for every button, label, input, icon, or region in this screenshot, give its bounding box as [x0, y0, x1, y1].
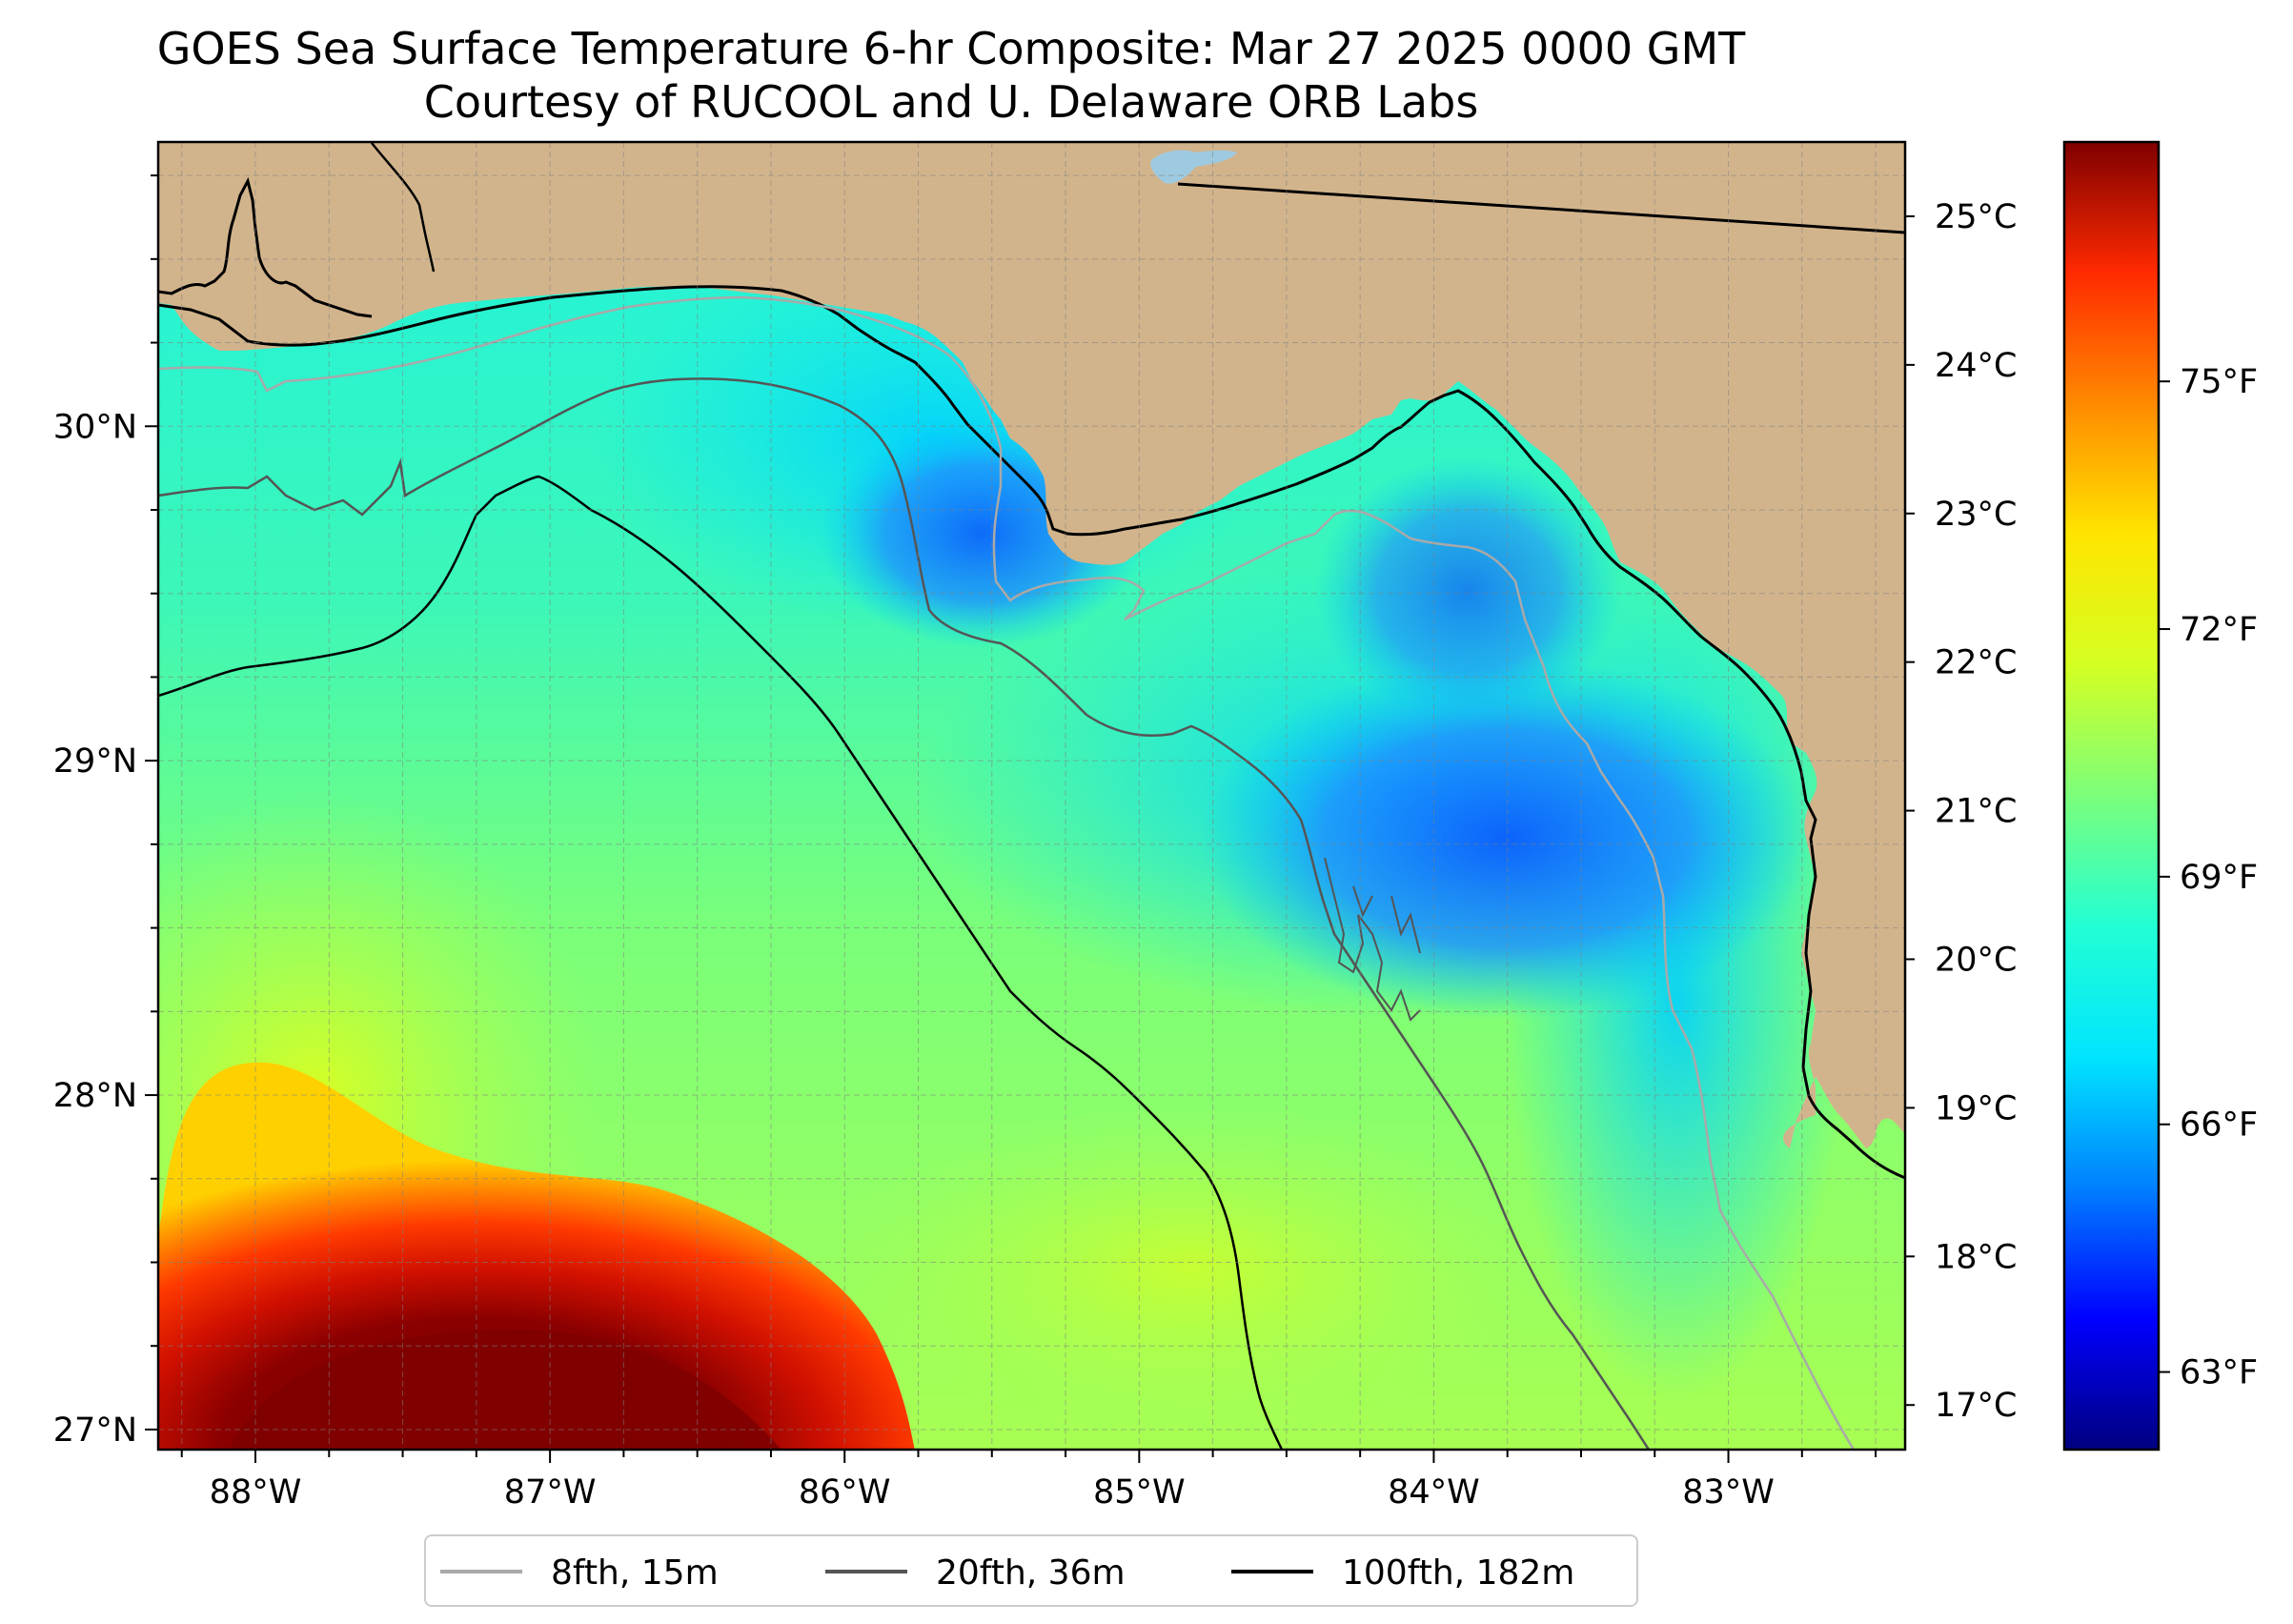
land-mass [158, 142, 1905, 1148]
longitude-axis: 88°W 87°W 86°W 85°W 84°W 83°W [180, 1450, 1877, 1512]
sst-cold-north [1315, 457, 1620, 724]
fahrenheit-tick-label: 75°F [2180, 363, 2258, 401]
lon-tick-label: 83°W [1682, 1473, 1775, 1512]
state-border [1177, 182, 1905, 234]
celsius-tick-label: 22°C [1935, 644, 2017, 682]
colorbar-gradient [2064, 142, 2159, 1450]
fahrenheit-tick-label: 63°F [2180, 1354, 2258, 1392]
legend-frame [424, 1534, 1638, 1607]
celsius-tick-label: 23°C [1935, 496, 2017, 534]
celsius-tick-label: 19°C [1935, 1089, 2017, 1127]
lat-tick-label: 29°N [53, 742, 137, 781]
celsius-tick-label: 25°C [1935, 198, 2017, 236]
lat-tick-label: 27°N [53, 1411, 137, 1450]
colorbar-frame [2062, 140, 2161, 1451]
celsius-tick-label: 21°C [1935, 793, 2017, 831]
legend: 8fth, 15m 20fth, 36m 100fth, 182m [424, 1534, 1638, 1607]
fahrenheit-tick-label: 69°F [2180, 859, 2258, 897]
lon-tick-label: 88°W [210, 1473, 302, 1512]
celsius-tick-label: 20°C [1935, 942, 2017, 980]
lat-tick-label: 30°N [53, 408, 137, 446]
sst-warm-loop-current [158, 1062, 915, 1450]
lat-tick-label: 28°N [53, 1077, 137, 1115]
colorbar: 17°C 18°C 19°C 20°C 21°C 22°C 23°C 24°C 25°C 63°… [1905, 140, 2258, 1451]
coastline-layer [158, 142, 1905, 1180]
latitude-axis: 27°N 28°N 29°N 30°N [53, 174, 158, 1450]
lon-tick-label: 85°W [1093, 1473, 1186, 1512]
contour-8fth [158, 295, 1856, 1450]
colorbar-fahrenheit-axis: 63°F 66°F 69°F 72°F 75°F [2159, 363, 2258, 1392]
legend-label-8fth: 8fth, 15m [551, 1553, 719, 1593]
state-border-west [371, 142, 436, 273]
legend-label-20fth: 20fth, 36m [936, 1553, 1126, 1593]
colorbar-celsius-axis: 17°C 18°C 19°C 20°C 21°C 22°C 23°C 24°C 25°C [1905, 198, 2017, 1425]
map-frame [156, 140, 1907, 1451]
sst-cold-bigbend [1201, 658, 1811, 1020]
lon-tick-label: 86°W [799, 1473, 891, 1512]
legend-label-100fth: 100fth, 182m [1342, 1553, 1574, 1593]
land-layer [158, 142, 1905, 1148]
celsius-tick-label: 18°C [1935, 1238, 2017, 1276]
coastline [158, 176, 1905, 1180]
fahrenheit-tick-label: 66°F [2180, 1106, 2258, 1145]
gridlines [158, 142, 1905, 1450]
chart-title: GOES Sea Surface Temperature 6-hr Compos… [156, 23, 1746, 74]
sst-warm-south-patch [829, 1106, 1553, 1430]
chart-subtitle: Courtesy of RUCOOL and U. Delaware ORB L… [423, 76, 1479, 128]
fahrenheit-tick-label: 72°F [2180, 611, 2258, 649]
celsius-tick-label: 24°C [1935, 347, 2017, 385]
lon-tick-label: 87°W [504, 1473, 597, 1512]
lon-tick-label: 84°W [1388, 1473, 1480, 1512]
sst-hot-core [229, 1329, 781, 1450]
celsius-tick-label: 17°C [1935, 1387, 2017, 1425]
contour-20fth-islands [1324, 857, 1421, 1022]
